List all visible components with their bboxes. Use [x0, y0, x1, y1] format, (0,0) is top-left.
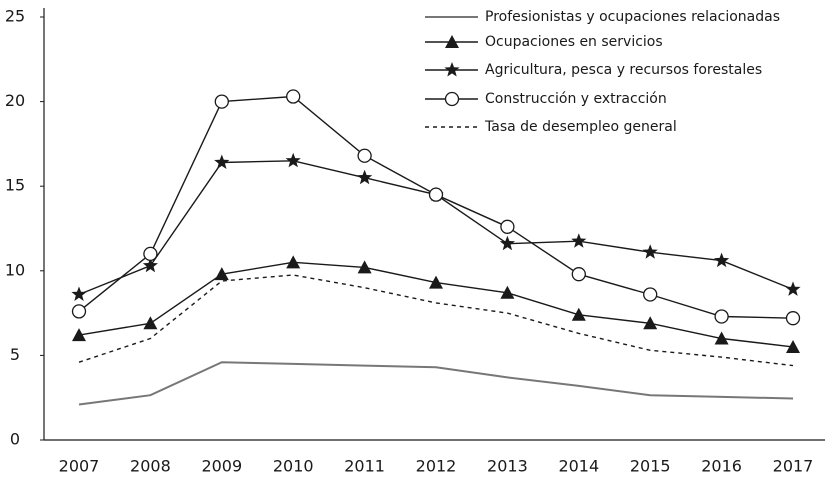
star-marker	[642, 244, 658, 259]
star-marker	[571, 233, 587, 248]
triangle-marker	[500, 285, 515, 299]
x-tick-label: 2017	[773, 457, 814, 476]
triangle-marker	[643, 316, 658, 330]
x-tick-label: 2011	[344, 457, 385, 476]
star-marker	[499, 235, 515, 251]
circle-marker	[428, 187, 444, 202]
star-marker	[714, 252, 730, 268]
star-marker	[785, 281, 801, 296]
triangle-marker	[214, 267, 229, 281]
series-line	[78, 274, 794, 367]
triangle-marker	[786, 339, 800, 353]
x-tick-label: 2013	[487, 457, 528, 476]
legend-label: Construcción y extracción	[485, 91, 667, 107]
circle-marker	[214, 94, 229, 109]
legend-label: Ocupaciones en servicios	[485, 34, 663, 50]
star-marker	[444, 62, 460, 77]
x-tick-label: 2009	[201, 457, 242, 476]
y-tick-label: 25	[5, 7, 25, 26]
triangle-marker	[143, 316, 158, 330]
star-marker	[214, 154, 230, 169]
star-marker	[142, 257, 158, 273]
x-tick-label: 2007	[59, 457, 100, 476]
circle-marker	[286, 89, 301, 104]
x-tick-label: 2012	[416, 457, 457, 476]
triangle-marker	[357, 260, 372, 274]
triangle-marker	[72, 328, 86, 342]
series-line	[78, 261, 794, 348]
triangle-marker	[286, 255, 301, 269]
triangle-marker	[445, 35, 459, 48]
circle-marker	[714, 309, 729, 324]
circle-marker	[444, 91, 460, 107]
y-tick-label: 15	[5, 176, 25, 195]
legend-label: Tasa de desempleo general	[484, 119, 677, 135]
star-marker	[71, 286, 87, 301]
triangle-marker	[714, 331, 729, 345]
y-tick-label: 0	[10, 430, 20, 449]
circle-marker	[357, 148, 372, 163]
circle-marker	[785, 311, 801, 326]
y-tick-label: 10	[5, 260, 25, 279]
circle-marker	[71, 304, 87, 319]
triangle-marker	[571, 307, 586, 321]
legend-label: Profesionistas y ocupaciones relacionada…	[485, 9, 780, 25]
x-tick-label: 2015	[630, 457, 671, 476]
triangle-marker	[429, 275, 443, 289]
y-tick-label: 20	[5, 91, 25, 110]
circle-marker	[571, 267, 586, 282]
circle-marker	[500, 219, 515, 234]
circle-marker	[643, 287, 658, 302]
series-line	[78, 160, 794, 296]
x-tick-label: 2010	[273, 457, 314, 476]
x-tick-label: 2008	[130, 457, 171, 476]
legend-label: Agricultura, pesca y recursos forestales	[485, 62, 762, 78]
series-line	[78, 361, 794, 406]
star-marker	[285, 152, 301, 168]
star-marker	[357, 169, 373, 185]
y-tick-label: 5	[10, 345, 20, 364]
circle-marker	[143, 246, 158, 262]
x-tick-label: 2014	[558, 457, 599, 476]
x-tick-label: 2016	[701, 457, 742, 476]
